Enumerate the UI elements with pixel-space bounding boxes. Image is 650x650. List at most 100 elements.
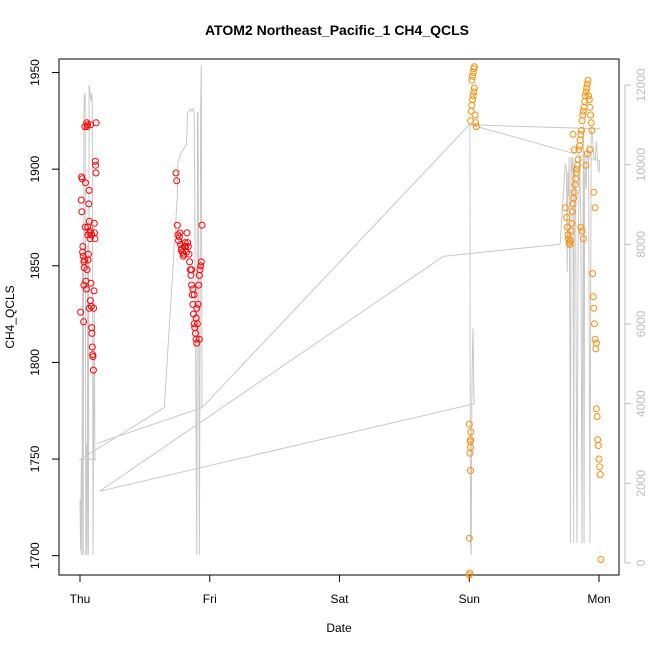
data-point xyxy=(90,287,98,295)
y-tick-label: 1950 xyxy=(28,59,42,86)
data-point xyxy=(81,256,88,264)
data-point xyxy=(567,237,574,245)
data-point xyxy=(590,304,598,312)
data-point xyxy=(467,107,475,115)
data-point xyxy=(469,96,476,104)
y-tick-label: 1900 xyxy=(28,155,42,182)
data-point xyxy=(596,471,604,478)
data-point xyxy=(84,250,92,258)
data-point xyxy=(192,314,200,322)
data-point xyxy=(88,231,96,239)
data-point xyxy=(575,146,583,154)
data-point xyxy=(80,281,88,289)
data-point xyxy=(563,214,571,221)
data-point xyxy=(566,241,574,248)
data-point xyxy=(568,208,576,216)
altitude-line-layer xyxy=(78,65,601,556)
data-point xyxy=(588,127,596,134)
data-point xyxy=(194,300,202,308)
data-point xyxy=(583,80,591,88)
y2-tick-label: 4000 xyxy=(634,390,648,417)
data-point xyxy=(78,208,86,216)
data-point xyxy=(92,161,100,169)
data-point xyxy=(589,293,597,301)
data-point xyxy=(185,250,193,258)
data-point xyxy=(469,92,477,100)
altitude-line xyxy=(78,65,601,556)
y-tick-label: 1700 xyxy=(28,542,42,569)
data-point xyxy=(193,304,201,312)
data-point xyxy=(594,436,602,444)
data-point xyxy=(81,223,89,231)
data-point xyxy=(84,223,92,231)
data-point xyxy=(188,266,196,274)
data-point xyxy=(470,84,478,92)
points-layer xyxy=(77,63,605,579)
data-point xyxy=(579,107,587,115)
x-axis-label: Date xyxy=(326,621,352,635)
data-point xyxy=(77,308,85,316)
data-point xyxy=(563,223,571,231)
data-point xyxy=(578,227,586,235)
data-point xyxy=(467,428,475,436)
data-point xyxy=(89,366,97,374)
data-point xyxy=(198,221,206,229)
y-axis-right: 0 2000 4000 6000 8000 10000 12000 xyxy=(624,68,648,566)
data-point xyxy=(592,405,600,413)
data-point xyxy=(591,204,599,212)
data-point xyxy=(585,96,593,104)
data-point xyxy=(597,556,605,563)
x-tick-label: Sat xyxy=(330,592,349,606)
data-point xyxy=(585,92,593,100)
data-point xyxy=(593,413,601,420)
data-point xyxy=(186,258,194,266)
data-point xyxy=(583,84,591,92)
y2-tick-label: 10000 xyxy=(634,148,648,182)
y2-tick-label: 8000 xyxy=(634,231,648,258)
data-point xyxy=(84,121,91,129)
data-point xyxy=(92,119,100,127)
data-point xyxy=(579,111,587,119)
data-point xyxy=(465,534,473,542)
data-point xyxy=(591,335,599,343)
data-point xyxy=(173,221,181,229)
data-point xyxy=(85,186,93,194)
data-point xyxy=(472,119,480,127)
data-point xyxy=(173,177,181,185)
data-point xyxy=(189,285,197,293)
data-point xyxy=(579,235,587,243)
y-axis-label: CH4_QCLS xyxy=(3,285,17,348)
data-point xyxy=(468,76,476,84)
x-axis: Thu Fri Sat Sun Mon xyxy=(70,575,611,606)
data-point xyxy=(584,76,592,84)
data-point xyxy=(472,123,480,131)
y-tick-label: 1850 xyxy=(28,252,42,279)
data-point xyxy=(577,130,585,138)
data-point xyxy=(188,281,196,289)
data-point xyxy=(187,271,195,279)
x-tick-label: Mon xyxy=(587,592,610,606)
data-point xyxy=(582,161,590,169)
data-point xyxy=(574,156,582,163)
data-point xyxy=(469,72,476,80)
data-point xyxy=(576,136,584,144)
data-point xyxy=(594,442,602,449)
data-point xyxy=(586,146,594,154)
data-point xyxy=(470,63,478,71)
y2-tick-label: 0 xyxy=(634,559,648,566)
data-point xyxy=(192,335,200,343)
data-point xyxy=(77,196,85,204)
data-point xyxy=(85,304,93,312)
data-point xyxy=(568,219,576,227)
data-point xyxy=(197,262,205,270)
data-point xyxy=(595,455,603,463)
data-point xyxy=(195,281,203,289)
data-point xyxy=(467,467,474,475)
data-point xyxy=(189,300,197,308)
data-point xyxy=(88,329,96,337)
data-point xyxy=(576,142,583,150)
data-point xyxy=(184,243,192,250)
data-point xyxy=(184,239,192,247)
y2-tick-label: 12000 xyxy=(634,68,648,102)
